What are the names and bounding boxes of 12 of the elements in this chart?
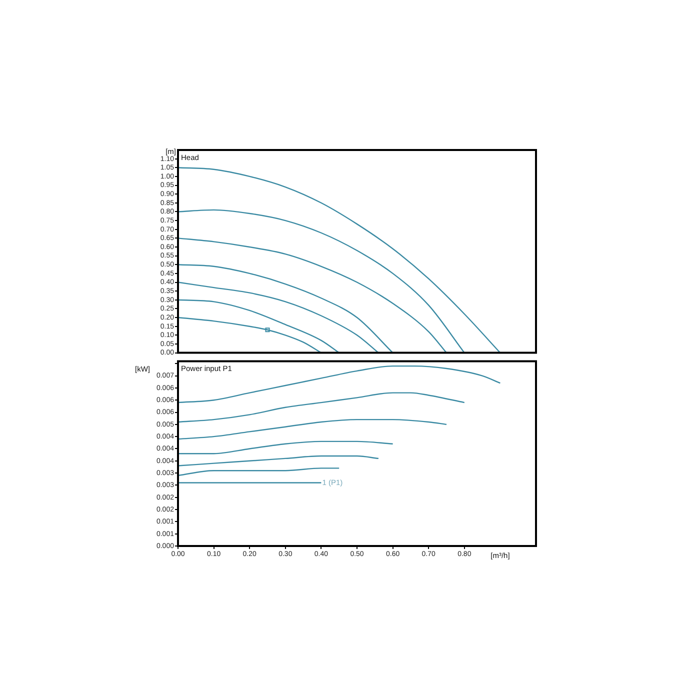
line-series	[178, 455, 380, 466]
line-series	[178, 238, 448, 353]
line-series	[178, 209, 465, 353]
line-series	[178, 440, 394, 454]
line-series	[178, 365, 501, 404]
line-series	[178, 418, 448, 440]
line-series	[178, 392, 465, 423]
line-series	[178, 316, 322, 353]
line-series	[178, 167, 501, 353]
line-series	[178, 299, 340, 353]
line-series	[178, 282, 380, 353]
line-series	[178, 264, 394, 353]
